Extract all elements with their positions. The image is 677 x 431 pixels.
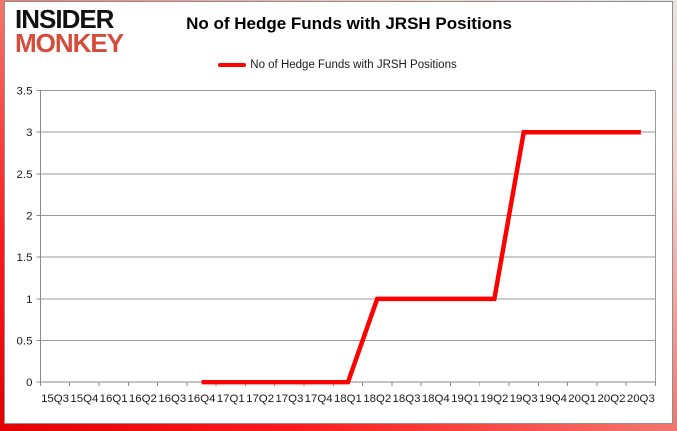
x-tick-label: 18Q3	[393, 393, 421, 405]
y-tick-label: 3.5	[17, 86, 33, 98]
x-tick-label: 20Q2	[598, 393, 626, 405]
y-tick-label: 2	[26, 211, 32, 223]
x-tick-label: 16Q4	[188, 393, 217, 405]
x-tick-label: 20Q3	[627, 393, 655, 405]
y-tick-label: 2.5	[17, 169, 33, 181]
y-tick-label: 3	[26, 127, 32, 139]
x-tick-label: 20Q1	[568, 393, 596, 405]
x-tick-label: 16Q1	[100, 393, 128, 405]
x-tick-label: 18Q2	[363, 393, 391, 405]
x-tick-label: 17Q2	[246, 393, 274, 405]
x-tick-label: 17Q4	[305, 393, 334, 405]
legend-line-swatch	[218, 62, 247, 68]
insider-monkey-logo: INSIDER MONKEY	[15, 4, 124, 59]
logo-text-insider: INSIDER	[15, 4, 114, 34]
x-tick-label: 19Q3	[510, 393, 538, 405]
chart-legend: No of Hedge Funds with JRSH Positions	[5, 59, 670, 71]
x-tick-label: 15Q3	[41, 393, 69, 405]
line-chart-canvas: 0 0.5 1 1.5 2 2.5 3 3.5 15Q3 15Q4 16Q1 16Q2 16Q3 16Q4…	[17, 86, 656, 405]
y-tick-label: 1	[26, 294, 32, 306]
series-line	[201, 130, 641, 385]
x-tick-label: 17Q3	[275, 393, 303, 405]
x-tick-label: 16Q2	[129, 393, 157, 405]
x-tick-label: 18Q1	[334, 393, 362, 405]
x-tick-label: 19Q1	[451, 393, 479, 405]
y-tick-label: 1.5	[17, 252, 33, 264]
x-tick-label: 18Q4	[422, 393, 451, 405]
x-tick-label: 19Q4	[539, 393, 568, 405]
x-tick-label: 19Q2	[480, 393, 508, 405]
logo-text-monkey: MONKEY	[15, 28, 124, 59]
chart-surface: INSIDER MONKEY No of Hedge Funds with JR…	[4, 1, 673, 424]
x-tick-label: 15Q4	[70, 393, 99, 405]
y-tick-label: 0	[26, 377, 32, 389]
y-tick-label: 0.5	[17, 336, 33, 348]
legend-label: No of Hedge Funds with JRSH Positions	[250, 59, 457, 71]
chart-title: No of Hedge Funds with JRSH Positions	[186, 14, 512, 33]
x-tick-label: 16Q3	[158, 393, 186, 405]
x-tick-label: 17Q1	[217, 393, 245, 405]
